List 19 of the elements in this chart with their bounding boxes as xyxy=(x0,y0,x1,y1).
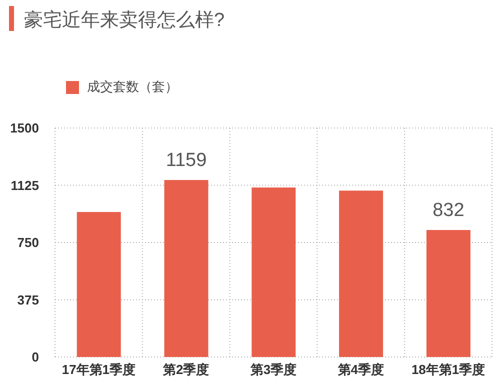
x-tick-label: 18年第1季度 xyxy=(411,362,486,378)
legend-label: 成交套数（套） xyxy=(87,78,178,96)
x-tick-label: 17年第1季度 xyxy=(62,362,136,378)
data-label: 1159 xyxy=(166,150,207,172)
y-tick-label: 375 xyxy=(17,292,39,308)
x-tick-label: 第4季度 xyxy=(336,362,384,378)
bar xyxy=(426,230,470,357)
bar xyxy=(339,190,384,357)
bar xyxy=(164,180,208,357)
x-tick-label: 第2季度 xyxy=(162,362,210,378)
chart-title: 豪宅近年来卖得怎么样? xyxy=(24,9,225,33)
y-tick-label: 750 xyxy=(17,235,39,250)
bar xyxy=(252,188,296,357)
bar xyxy=(76,212,121,357)
y-tick-label: 1125 xyxy=(10,178,39,193)
x-tick-label: 第3季度 xyxy=(249,362,297,378)
data-label: 832 xyxy=(432,200,464,221)
y-tick-label: 0 xyxy=(32,350,39,365)
y-tick-label: 1500 xyxy=(10,120,39,136)
